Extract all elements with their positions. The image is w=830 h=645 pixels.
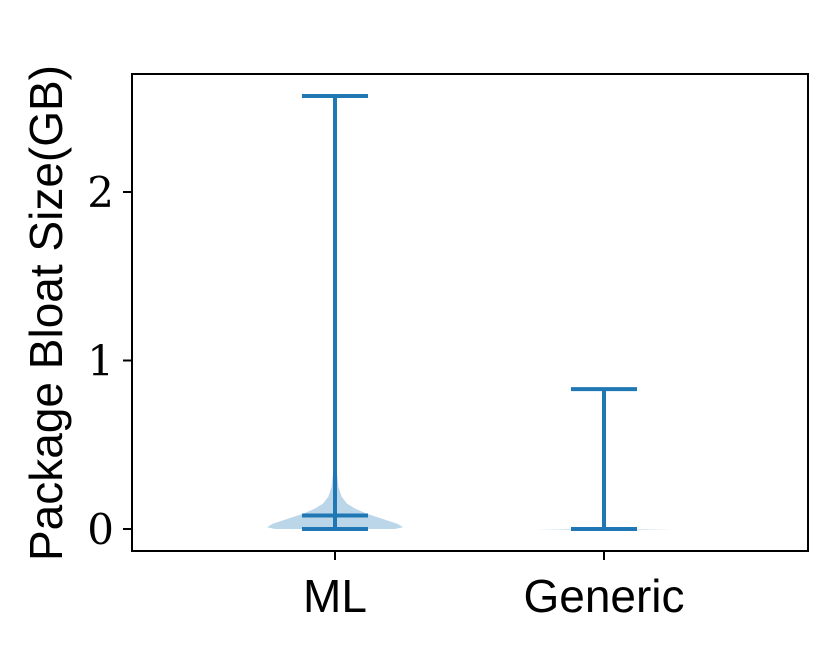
x-tick-label-generic: Generic	[523, 570, 684, 622]
x-axis: ML Generic	[303, 551, 685, 622]
y-axis: 0 1 2	[87, 168, 132, 554]
y-axis-label: Package Bloat Size(GB)	[20, 65, 72, 561]
x-tick-label-ml: ML	[303, 570, 367, 622]
y-tick-label: 0	[87, 505, 114, 554]
violin-bodies	[267, 96, 672, 530]
plot-frame	[131, 73, 809, 552]
violin-whiskers	[302, 93, 637, 531]
y-tick-label: 1	[87, 337, 114, 386]
y-tick-label: 2	[87, 168, 114, 217]
